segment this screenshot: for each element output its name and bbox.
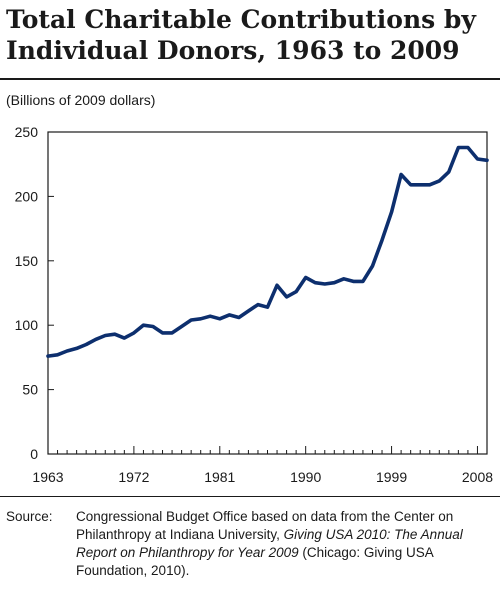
source-rule [0,496,500,497]
x-axis: 1963 1972 1981 1990 1999 2008 [32,446,493,485]
y-tick-label: 50 [22,382,38,398]
units-label: (Billions of 2009 dollars) [6,92,156,108]
y-tick-label: 250 [15,124,39,140]
x-tick-label: 2008 [462,469,493,485]
source-label: Source: [6,509,53,524]
series-line [46,145,489,358]
y-tick-label: 0 [30,446,38,462]
x-tick-label: 1990 [290,469,321,485]
title-rule [0,78,500,80]
x-tick-label: 1963 [32,469,63,485]
y-tick-label: 100 [15,317,39,333]
x-tick-label: 1999 [376,469,407,485]
x-tick-label: 1972 [118,469,149,485]
source-title: Giving USA 2010: The Annual Report on Ph… [76,527,463,560]
chart-title-line-1: Total Charitable Contributions by [6,5,476,34]
source-text-end: (Chicago: Giving USA Foundation, 2010). [76,545,433,578]
y-tick-label: 200 [15,188,39,204]
chart-title-line-2: Individual Donors, 1963 to 2009 [6,36,460,65]
y-tick-label: 150 [15,253,39,269]
source-text: Congressional Budget Office based on dat… [76,508,496,580]
line-chart: 0 50 100 150 200 250 1963 1972 1981 1990 1999 2008 [15,124,494,485]
source-text-main: Congressional Budget Office based on dat… [76,509,454,542]
plot-frame [47,131,488,455]
chart-title: Total Charitable Contributions by Indivi… [6,4,496,66]
x-tick-label: 1981 [204,469,235,485]
